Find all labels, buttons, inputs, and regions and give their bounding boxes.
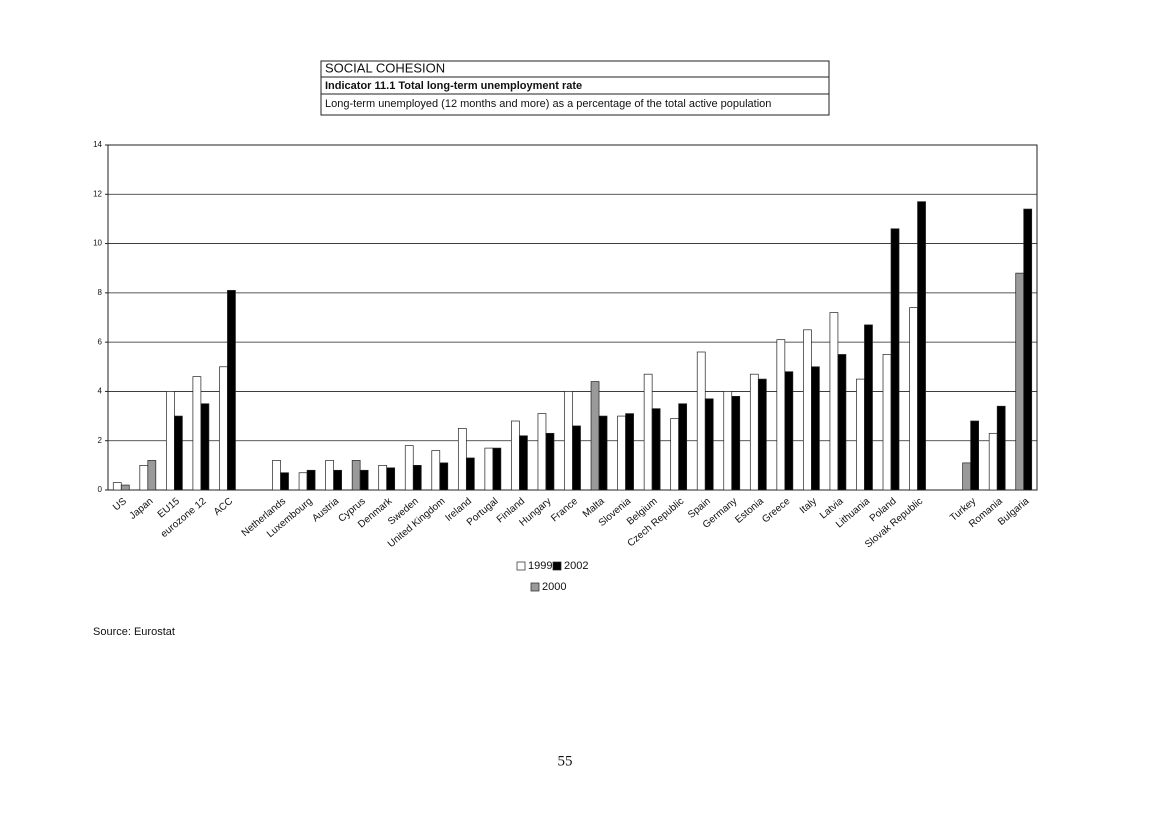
bar (404, 445, 414, 491)
legend-label: 1999 (528, 560, 552, 572)
bar (227, 290, 236, 491)
bar (856, 378, 865, 491)
bar (174, 415, 183, 491)
bar (139, 465, 149, 491)
bar (545, 432, 555, 491)
legend-swatch (552, 561, 562, 571)
x-tick-label: ACC (212, 496, 235, 518)
bar (617, 415, 626, 491)
bar (572, 425, 581, 491)
y-tick-label: 10 (93, 239, 102, 248)
bar (962, 462, 971, 491)
bar (988, 432, 998, 491)
header-description: Long-term unemployed (12 months and more… (325, 98, 771, 110)
legend-label: 2000 (542, 581, 566, 593)
bar (643, 373, 653, 491)
bar (537, 413, 547, 491)
bar (378, 465, 388, 491)
bar (704, 398, 714, 491)
bar (996, 405, 1006, 491)
x-tick-label: US (111, 496, 129, 514)
bar (829, 312, 839, 491)
bar (784, 371, 794, 491)
y-tick-label: 8 (98, 288, 103, 297)
legend-label: 2002 (564, 560, 588, 572)
header-indicator: Indicator 11.1 Total long-term unemploym… (325, 80, 582, 92)
legend-swatch (516, 561, 526, 571)
x-tick-label: Estonia (733, 496, 766, 526)
bar (412, 465, 422, 491)
bar (803, 329, 812, 491)
bar (970, 420, 979, 491)
y-tick-label: 4 (98, 387, 103, 396)
bar (306, 469, 316, 491)
bar (696, 351, 706, 491)
bar (166, 391, 175, 491)
bar (757, 378, 767, 491)
x-tick-label: Japan (127, 496, 155, 522)
y-tick-label: 12 (93, 189, 102, 198)
bar (457, 428, 467, 491)
bar (298, 472, 308, 491)
bar (333, 469, 342, 491)
bar (678, 403, 688, 491)
bar (723, 391, 733, 491)
bar (1023, 208, 1033, 491)
bar (1015, 272, 1025, 491)
bar (811, 366, 820, 491)
bar (325, 460, 334, 491)
bar (625, 413, 634, 491)
y-tick-label: 0 (98, 485, 103, 494)
bar (511, 420, 520, 491)
bar (359, 469, 369, 491)
bar (386, 467, 396, 491)
bar (670, 418, 680, 491)
x-tick-label: France (549, 496, 580, 525)
bar (731, 396, 741, 491)
bar (112, 482, 122, 491)
y-tick-label: 6 (98, 337, 103, 346)
header-box (320, 60, 830, 116)
bar (519, 435, 528, 491)
bar (598, 415, 608, 491)
bar (590, 381, 600, 491)
source: Source: Eurostat (93, 626, 175, 638)
bar (882, 354, 892, 491)
x-tick-label: Greece (760, 496, 793, 526)
bar (564, 391, 573, 491)
header-section: SOCIAL COHESION (325, 60, 445, 75)
bar (484, 447, 494, 491)
bar (492, 447, 502, 491)
bar (864, 324, 873, 491)
y-tick-label: 2 (98, 436, 103, 445)
page-number: 55 (558, 753, 573, 769)
bar (917, 201, 926, 491)
bar (651, 408, 661, 491)
x-tick-label: Austria (310, 496, 341, 525)
bar (837, 354, 847, 491)
bar (200, 403, 210, 491)
legend-swatch (530, 582, 540, 592)
bar (776, 339, 786, 491)
bar (280, 472, 289, 491)
bar (909, 307, 918, 491)
bar (439, 462, 449, 491)
x-tick-label: Italy (798, 496, 819, 516)
bar (219, 366, 228, 491)
bar (890, 228, 900, 491)
bar (431, 450, 441, 491)
bar (351, 460, 361, 491)
y-tick-label: 14 (93, 140, 102, 149)
bar (120, 484, 130, 491)
bar (465, 457, 475, 491)
bar (749, 373, 759, 491)
bar (147, 460, 157, 491)
bar (192, 376, 202, 491)
bar (272, 460, 281, 491)
